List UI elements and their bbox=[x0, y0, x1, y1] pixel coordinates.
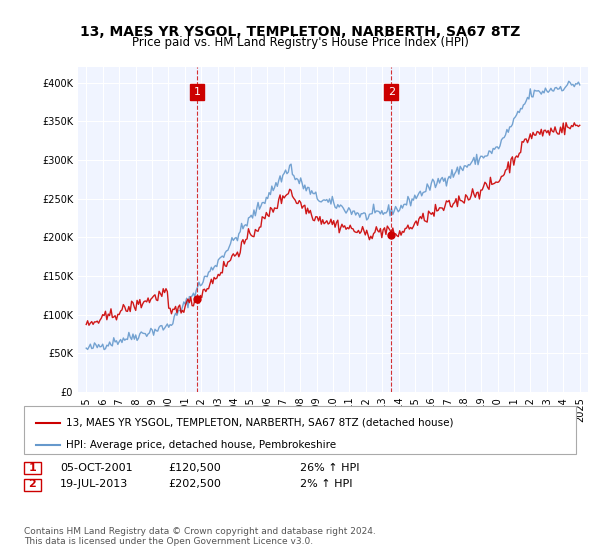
Text: £202,500: £202,500 bbox=[168, 479, 221, 489]
Text: 26% ↑ HPI: 26% ↑ HPI bbox=[300, 463, 359, 473]
Text: 19-JUL-2013: 19-JUL-2013 bbox=[60, 479, 128, 489]
Text: 13, MAES YR YSGOL, TEMPLETON, NARBERTH, SA67 8TZ (detached house): 13, MAES YR YSGOL, TEMPLETON, NARBERTH, … bbox=[66, 418, 454, 428]
Text: HPI: Average price, detached house, Pembrokeshire: HPI: Average price, detached house, Pemb… bbox=[66, 440, 336, 450]
Text: Price paid vs. HM Land Registry's House Price Index (HPI): Price paid vs. HM Land Registry's House … bbox=[131, 36, 469, 49]
Text: Contains HM Land Registry data © Crown copyright and database right 2024.
This d: Contains HM Land Registry data © Crown c… bbox=[24, 526, 376, 546]
Text: 2: 2 bbox=[29, 479, 36, 489]
Text: 1: 1 bbox=[29, 463, 36, 473]
Text: 13, MAES YR YSGOL, TEMPLETON, NARBERTH, SA67 8TZ: 13, MAES YR YSGOL, TEMPLETON, NARBERTH, … bbox=[80, 25, 520, 39]
Text: 05-OCT-2001: 05-OCT-2001 bbox=[60, 463, 133, 473]
Text: 2: 2 bbox=[388, 87, 395, 97]
Text: 1: 1 bbox=[194, 87, 201, 97]
Text: £120,500: £120,500 bbox=[168, 463, 221, 473]
Text: 2% ↑ HPI: 2% ↑ HPI bbox=[300, 479, 353, 489]
